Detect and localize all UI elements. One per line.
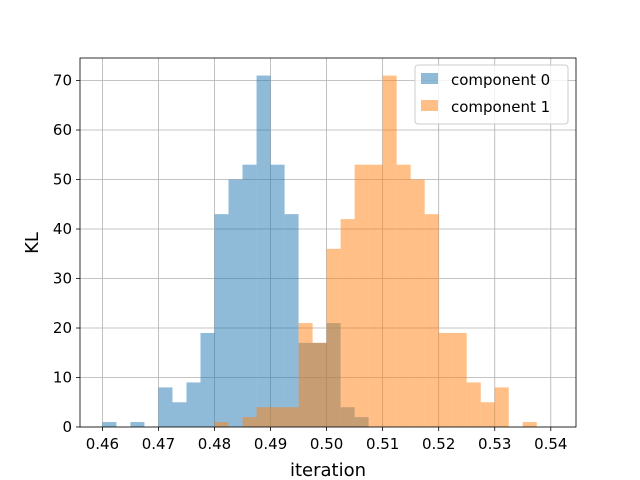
x-tick-label: 0.48 bbox=[198, 435, 231, 453]
y-tick-label: 10 bbox=[53, 369, 72, 387]
histogram-bars bbox=[102, 75, 537, 428]
x-tick-label: 0.50 bbox=[310, 435, 343, 453]
histogram-bar bbox=[214, 422, 229, 427]
histogram-bar bbox=[480, 402, 495, 427]
x-tick-label: 0.53 bbox=[478, 435, 511, 453]
histogram-bar bbox=[298, 323, 313, 427]
y-tick-label: 0 bbox=[62, 418, 72, 436]
histogram-bar bbox=[410, 179, 425, 427]
histogram-bar bbox=[340, 219, 355, 427]
histogram-bar bbox=[354, 164, 369, 427]
histogram-bar bbox=[228, 179, 243, 427]
histogram-bar bbox=[466, 382, 481, 427]
y-tick-label: 40 bbox=[53, 220, 72, 238]
histogram-bar bbox=[424, 214, 439, 427]
plot-frame bbox=[79, 57, 577, 428]
legend-label-component-0: component 0 bbox=[451, 71, 550, 89]
histogram-bar bbox=[368, 164, 383, 427]
histogram-bar bbox=[438, 332, 453, 427]
histogram-bar bbox=[382, 75, 397, 428]
legend-swatch-component-0 bbox=[421, 73, 438, 84]
x-tick-label: 0.46 bbox=[86, 435, 119, 453]
histogram-bar bbox=[312, 342, 327, 427]
legend: component 0 component 1 bbox=[414, 64, 569, 125]
x-tick-label: 0.51 bbox=[366, 435, 399, 453]
y-tick-label: 60 bbox=[53, 121, 72, 139]
legend-label-component-1: component 1 bbox=[451, 98, 550, 116]
histogram-bar bbox=[172, 402, 187, 427]
histogram-bar bbox=[284, 407, 299, 427]
histogram-bar bbox=[522, 422, 537, 427]
histogram-bar bbox=[396, 164, 411, 427]
histogram-bar bbox=[494, 387, 509, 427]
y-tick-label: 30 bbox=[53, 270, 72, 288]
series-component-1 bbox=[214, 75, 537, 428]
y-axis-title: KL bbox=[22, 232, 43, 254]
x-tick-label: 0.54 bbox=[534, 435, 567, 453]
axis-ticks: 0.46 0.47 0.48 0.49 0.50 0.51 0.52 0.53 0.54 0 10 2… bbox=[53, 72, 568, 453]
histogram-bar bbox=[270, 164, 285, 427]
histogram-bar bbox=[214, 214, 229, 427]
y-tick-label: 70 bbox=[53, 72, 72, 90]
histogram-bar bbox=[242, 164, 257, 427]
x-tick-label: 0.47 bbox=[142, 435, 175, 453]
y-tick-label: 50 bbox=[53, 171, 72, 189]
histogram-bar bbox=[326, 248, 341, 427]
histogram-bar bbox=[102, 422, 117, 427]
x-tick-label: 0.49 bbox=[254, 435, 287, 453]
histogram-bar bbox=[130, 422, 145, 427]
histogram-bar bbox=[270, 407, 285, 427]
legend-swatch-component-1 bbox=[421, 100, 438, 111]
histogram-bar bbox=[158, 387, 173, 427]
x-axis-title: iteration bbox=[290, 460, 366, 480]
y-tick-label: 20 bbox=[53, 319, 72, 337]
histogram-bar bbox=[242, 417, 257, 427]
histogram-bar bbox=[284, 214, 299, 427]
histogram-bar bbox=[200, 332, 215, 427]
histogram-bar bbox=[256, 407, 271, 427]
x-tick-label: 0.52 bbox=[422, 435, 455, 453]
legend-frame bbox=[414, 64, 569, 125]
histogram-bar bbox=[186, 382, 201, 427]
histogram-bar bbox=[452, 332, 467, 427]
histogram-bar bbox=[256, 75, 271, 428]
